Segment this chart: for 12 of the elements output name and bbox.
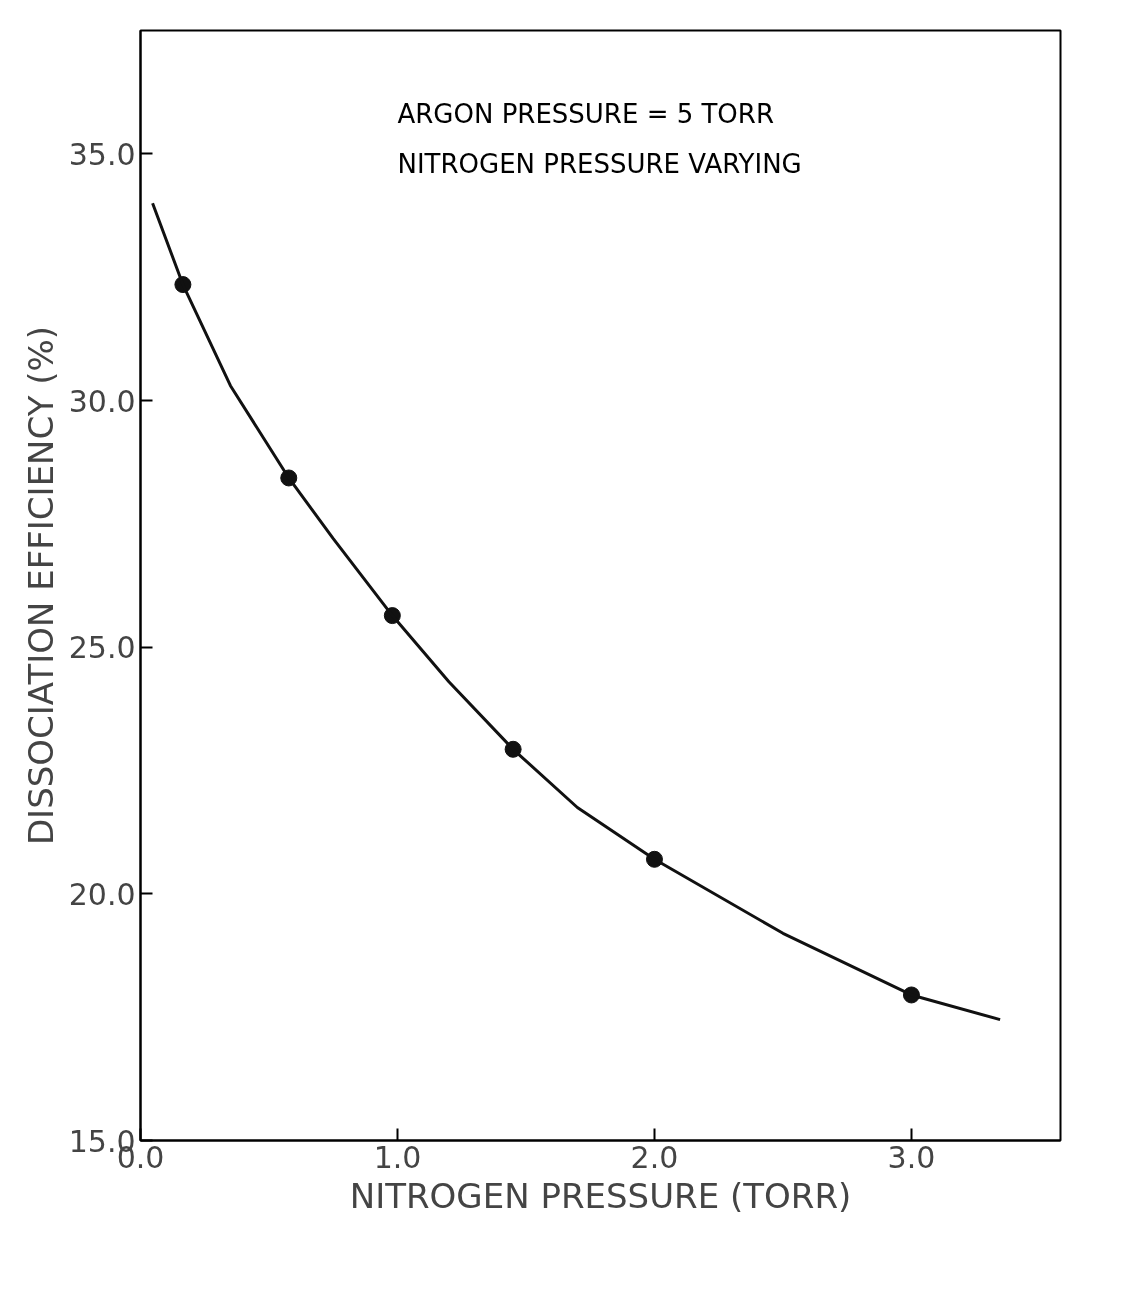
y-axis-title: DISSOCIATION EFFICIENCY (%) <box>20 325 61 846</box>
x-tick-label: 2.0 <box>630 1139 679 1175</box>
annotation: NITROGEN PRESSURE VARYING <box>397 148 802 179</box>
x-axis-title: NITROGEN PRESSURE (TORR) <box>349 1175 852 1216</box>
annotation: ARGON PRESSURE = 5 TORR <box>397 99 774 130</box>
line-series <box>151 201 1002 1022</box>
x-tick-label: 1.0 <box>373 1139 422 1175</box>
y-tick-label: 20.0 <box>68 876 136 912</box>
y-tick-label: 30.0 <box>68 383 136 419</box>
x-tick-label: 3.0 <box>887 1139 936 1175</box>
y-tick-label: 25.0 <box>68 630 136 666</box>
y-tick-label: 35.0 <box>68 136 136 172</box>
